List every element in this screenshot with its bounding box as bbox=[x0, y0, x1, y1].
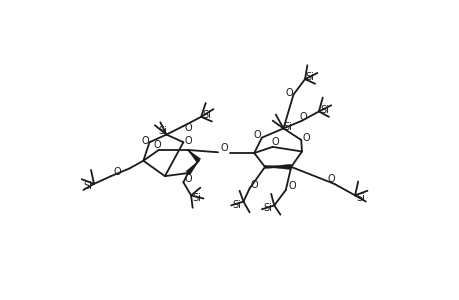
Text: O: O bbox=[302, 133, 309, 142]
Text: O: O bbox=[271, 137, 279, 147]
Text: O: O bbox=[285, 88, 292, 98]
Text: O: O bbox=[250, 180, 257, 190]
Text: Si: Si bbox=[158, 127, 167, 136]
Text: O: O bbox=[220, 143, 228, 153]
Text: O: O bbox=[184, 123, 191, 133]
Text: Si: Si bbox=[232, 200, 241, 210]
Text: Si: Si bbox=[305, 72, 313, 82]
Text: Si: Si bbox=[263, 203, 272, 214]
Text: O: O bbox=[253, 130, 261, 140]
Text: Si: Si bbox=[202, 110, 211, 120]
Polygon shape bbox=[188, 150, 200, 163]
Text: O: O bbox=[141, 136, 148, 146]
Polygon shape bbox=[185, 161, 198, 175]
Polygon shape bbox=[264, 165, 291, 168]
Polygon shape bbox=[264, 164, 291, 170]
Text: Si: Si bbox=[283, 122, 292, 132]
Text: Si: Si bbox=[356, 193, 365, 203]
Text: Si: Si bbox=[320, 105, 329, 115]
Text: O: O bbox=[153, 140, 161, 150]
Text: O: O bbox=[184, 136, 191, 146]
Text: O: O bbox=[299, 112, 307, 122]
Text: Si: Si bbox=[192, 193, 201, 203]
Text: O: O bbox=[113, 167, 121, 177]
Text: O: O bbox=[184, 174, 191, 184]
Text: O: O bbox=[327, 174, 334, 184]
Text: Si: Si bbox=[83, 181, 92, 191]
Text: O: O bbox=[287, 181, 295, 191]
